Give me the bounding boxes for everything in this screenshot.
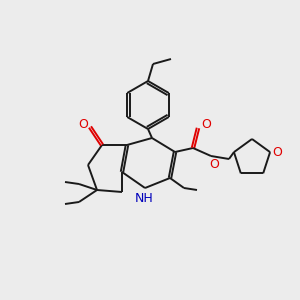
Text: O: O — [78, 118, 88, 130]
Text: NH: NH — [135, 193, 153, 206]
Text: O: O — [209, 158, 219, 170]
Text: O: O — [201, 118, 211, 131]
Text: O: O — [272, 146, 282, 159]
